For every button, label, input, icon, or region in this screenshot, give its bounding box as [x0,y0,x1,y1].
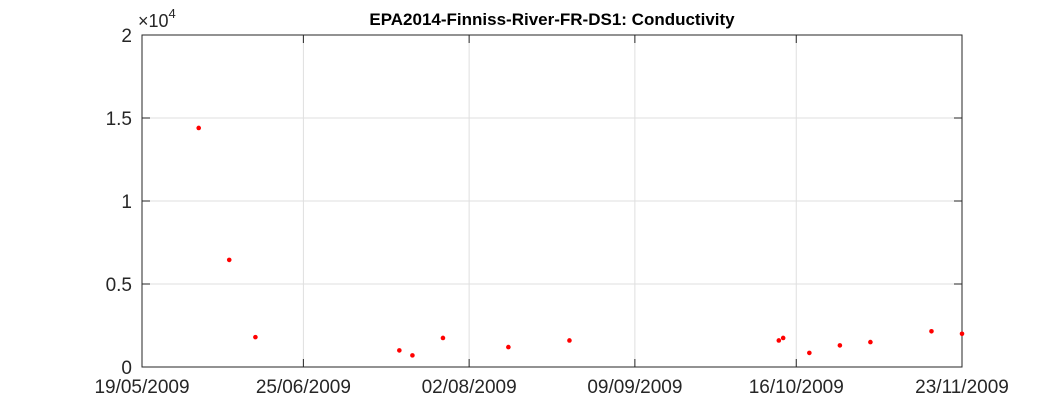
data-point [776,338,782,343]
data-point [959,331,965,337]
x-tick-label: 23/11/2009 [915,377,1009,398]
x-tick-label: 16/10/2009 [749,377,844,398]
data-point [868,339,873,345]
data-point [440,335,446,341]
x-tick-label: 19/05/2009 [94,377,189,398]
y-tick-label: 0 [121,358,132,379]
y-tick-label: 1.5 [106,109,132,130]
data-point [780,335,786,341]
data-point [226,257,232,263]
y-tick-label: 1 [121,192,132,213]
y-tick-label: 0.5 [106,275,132,296]
data-point [253,334,258,340]
y-axis-multiplier-base: ×10 [138,11,169,31]
tick-marks [141,34,963,368]
data-point [397,348,402,353]
data-point [196,125,202,131]
x-tick-label: 09/09/2009 [587,377,682,398]
data-point [837,343,843,348]
data-point [929,329,934,334]
y-tick-labels: 0 0.5 1 1.5 2 [106,26,132,379]
data-points [196,125,965,358]
data-point [410,353,415,358]
data-point [807,350,812,356]
y-axis-multiplier-exponent: 4 [169,6,176,21]
chart-title: EPA2014-Finniss-River-FR-DS1: Conductivi… [369,10,735,29]
x-tick-labels: 19/05/2009 25/06/2009 02/08/2009 09/09/2009… [94,377,1008,398]
data-point [567,338,572,343]
y-tick-label: 2 [121,26,132,47]
x-tick-label: 02/08/2009 [422,377,517,398]
data-point [506,344,511,350]
y-axis-multiplier: ×104 [138,6,176,31]
x-tick-label: 25/06/2009 [256,377,351,398]
